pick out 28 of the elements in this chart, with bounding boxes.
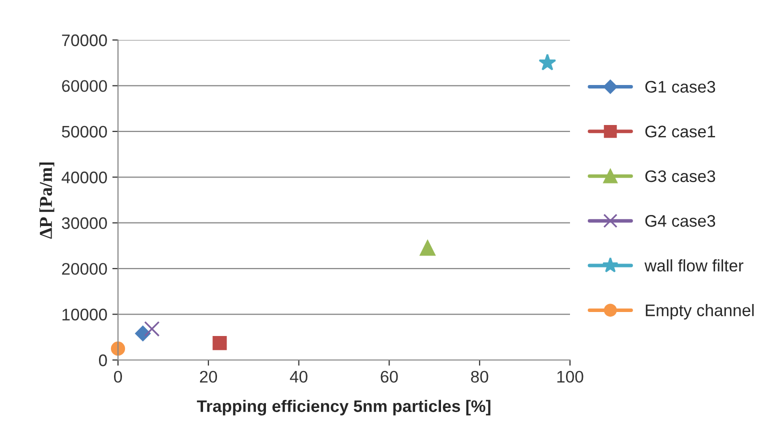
- legend-label: G1 case3: [645, 80, 716, 93]
- x-tick-label: 60: [380, 370, 398, 383]
- point: [420, 240, 436, 256]
- y-tick-label: 60000: [62, 80, 107, 92]
- legend-label: wall flow filter: [644, 259, 744, 272]
- y-tick-label: 10000: [62, 308, 107, 320]
- x-tick-label: 0: [114, 370, 122, 383]
- x-axis-title: Trapping efficiency 5nm particles [%]: [196, 400, 490, 416]
- legend-label: G4 case3: [645, 215, 716, 227]
- point: [135, 326, 151, 342]
- x-tick-label: 100: [557, 370, 584, 383]
- y-tick-label: 50000: [62, 126, 107, 138]
- y-tick-label: 30000: [62, 217, 107, 230]
- point: [144, 321, 160, 337]
- point: [538, 54, 556, 70]
- point: [212, 336, 227, 350]
- legend-label: Empty channel: [646, 304, 754, 320]
- y-axis-title: ∆P [Pa/m]: [39, 162, 54, 239]
- y-tick-label: 0: [98, 354, 107, 366]
- y-tick-label: 70000: [62, 34, 107, 46]
- y-tick-label: 20000: [62, 262, 107, 275]
- legend-label: G2 case1: [645, 126, 716, 138]
- x-tick-label: 80: [471, 370, 488, 383]
- point: [110, 341, 126, 356]
- legend-label: G3 case3: [645, 170, 716, 182]
- x-tick-label: 20: [200, 370, 218, 383]
- x-tick-label: 40: [290, 370, 308, 383]
- y-tick-label: 40000: [62, 172, 107, 184]
